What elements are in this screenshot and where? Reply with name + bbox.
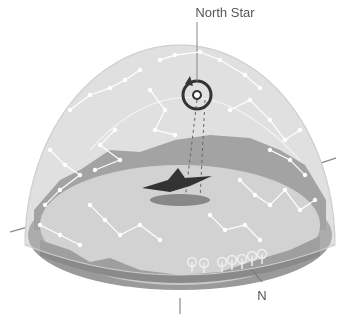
star — [313, 198, 317, 202]
star — [258, 238, 262, 242]
star — [283, 188, 287, 192]
north-star — [193, 91, 201, 99]
star — [88, 203, 92, 207]
star — [238, 178, 242, 182]
star — [148, 88, 152, 92]
star — [113, 128, 117, 132]
star — [68, 108, 72, 112]
star — [208, 213, 212, 217]
star — [283, 138, 287, 142]
page: North Star N (() => { const data = JSON.… — [0, 0, 339, 314]
star — [163, 108, 167, 112]
star — [138, 223, 142, 227]
star — [58, 188, 62, 192]
star — [48, 148, 52, 152]
star — [58, 233, 62, 237]
star — [63, 163, 67, 167]
star — [38, 223, 42, 227]
star — [288, 158, 292, 162]
star — [173, 133, 177, 137]
star — [243, 73, 247, 77]
star — [78, 243, 82, 247]
star — [243, 223, 247, 227]
star — [108, 86, 112, 90]
star — [118, 233, 122, 237]
star — [173, 53, 177, 57]
star — [43, 203, 47, 207]
star — [198, 50, 202, 54]
star — [218, 58, 222, 62]
star — [138, 68, 142, 72]
star — [78, 173, 82, 177]
star — [303, 173, 307, 177]
north-label: N — [257, 288, 266, 303]
star — [118, 158, 122, 162]
star — [153, 128, 157, 132]
star — [158, 238, 162, 242]
star — [228, 108, 232, 112]
observer-shadow — [150, 194, 210, 206]
star — [268, 203, 272, 207]
star — [88, 93, 92, 97]
star — [123, 78, 127, 82]
star — [268, 148, 272, 152]
star — [103, 218, 107, 222]
star — [223, 228, 227, 232]
star — [258, 86, 262, 90]
star — [298, 128, 302, 132]
sky-dome-illustration: North Star N — [0, 0, 339, 314]
star — [98, 143, 102, 147]
star — [158, 58, 162, 62]
north-star-label: North Star — [195, 5, 255, 20]
star — [268, 118, 272, 122]
star — [298, 208, 302, 212]
star — [93, 168, 97, 172]
star — [248, 98, 252, 102]
star — [253, 193, 257, 197]
